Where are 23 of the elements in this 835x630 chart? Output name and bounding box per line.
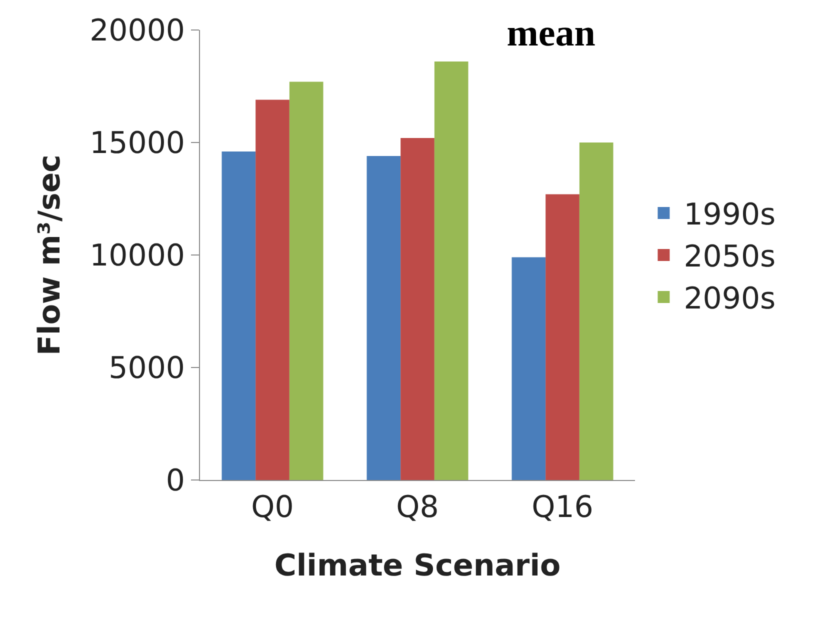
y-tick-label: 15000 (90, 126, 185, 161)
legend-label: 1990s (684, 198, 776, 233)
y-tick-label: 20000 (90, 14, 185, 48)
bar (400, 138, 434, 480)
legend-label: 2090s (684, 282, 776, 317)
bar (546, 194, 580, 480)
bar (222, 152, 256, 480)
x-tick-label: Q0 (251, 490, 294, 525)
y-tick-label: 10000 (90, 238, 185, 274)
x-axis-title: Climate Scenario (274, 548, 561, 584)
bar (512, 257, 546, 480)
bar (256, 100, 290, 480)
y-tick-label: 0 (166, 464, 185, 498)
chart-title: mean (506, 12, 596, 54)
bar (434, 62, 468, 480)
legend-label: 2050s (684, 240, 776, 275)
bar (579, 142, 614, 480)
y-tick-label: 5000 (108, 351, 185, 386)
y-axis-title: Flow m³/sec (32, 154, 68, 356)
x-tick-label: Q16 (532, 490, 594, 525)
bar (289, 82, 324, 480)
bar (366, 156, 401, 480)
x-tick-label: Q8 (396, 490, 439, 525)
